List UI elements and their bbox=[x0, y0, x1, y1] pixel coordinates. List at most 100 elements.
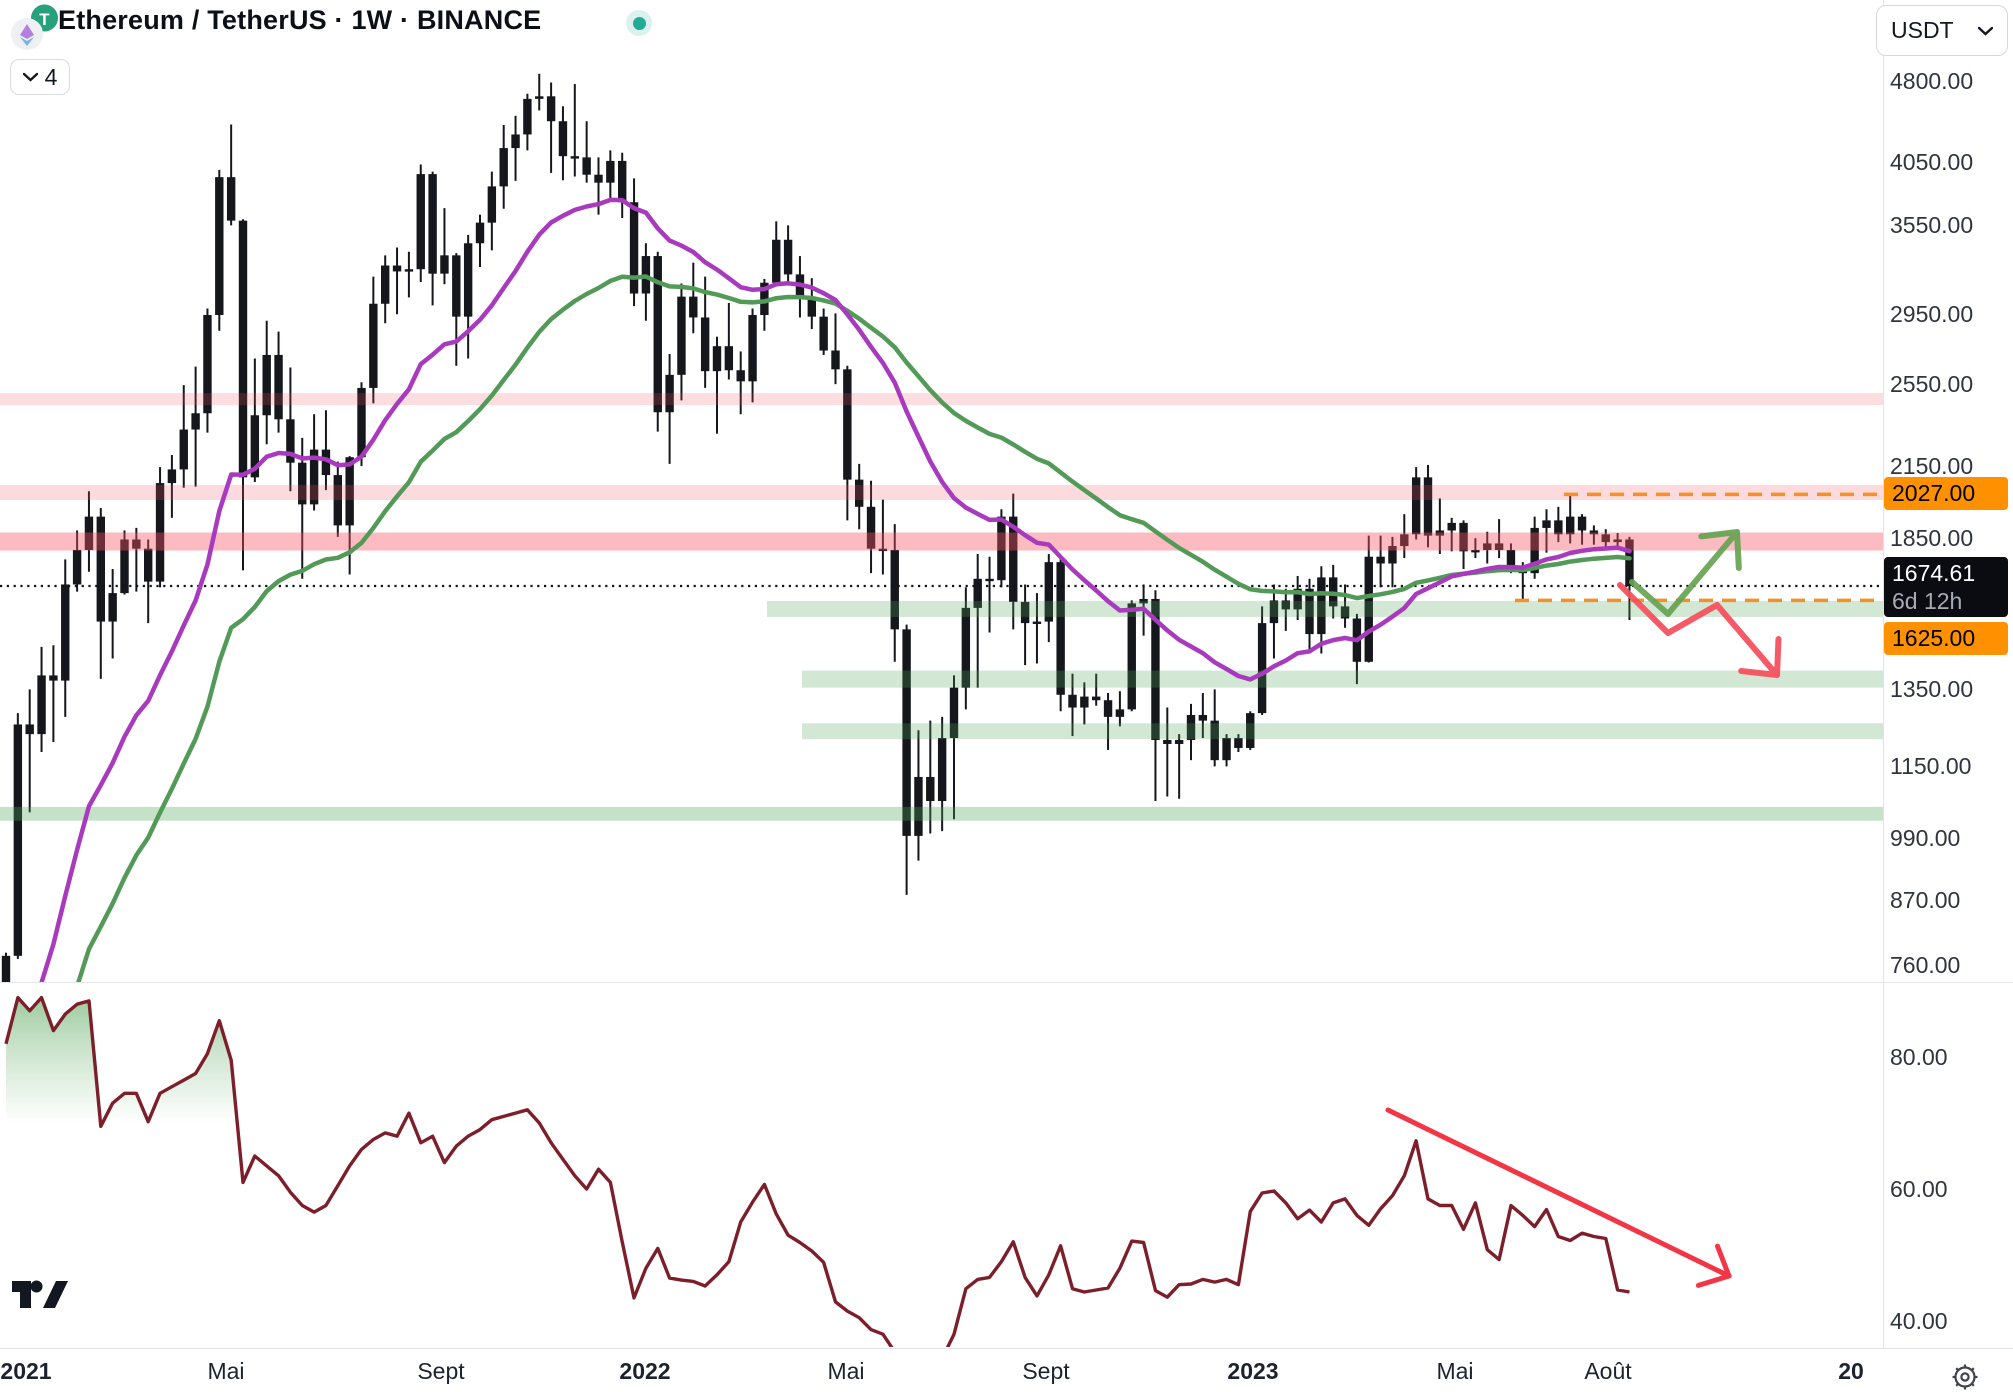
candle-body bbox=[428, 174, 437, 274]
rsi-overbought-fill bbox=[6, 997, 101, 1123]
candle-body bbox=[298, 462, 307, 505]
candle-body bbox=[475, 222, 485, 244]
tradingview-logo[interactable] bbox=[12, 1278, 74, 1318]
candle-body bbox=[1198, 714, 1208, 721]
support-zone[interactable] bbox=[0, 806, 1883, 821]
currency-dropdown[interactable]: USDT bbox=[1876, 5, 2008, 56]
candle-body bbox=[167, 469, 177, 484]
bullish-projection-arrow[interactable] bbox=[1629, 529, 1742, 617]
bearish-projection-arrow[interactable] bbox=[1617, 582, 1782, 678]
price-axis-label: 760.00 bbox=[1890, 952, 1961, 979]
settings-gear-icon[interactable] bbox=[1948, 1360, 1982, 1392]
candle-body bbox=[985, 578, 994, 582]
candle-body bbox=[1364, 556, 1373, 662]
candle-body bbox=[712, 346, 722, 372]
candle-body bbox=[1483, 543, 1492, 551]
candle-body bbox=[535, 96, 544, 99]
candle-body bbox=[84, 516, 94, 551]
time-axis-label: Mai bbox=[1436, 1358, 1474, 1384]
rsi-axis-label: 80.00 bbox=[1890, 1044, 1948, 1070]
rsi-pane[interactable] bbox=[4, 995, 1630, 1373]
symbol-title[interactable]: Ethereum / TetherUS · 1W · BINANCE bbox=[58, 5, 542, 35]
resistance-zone[interactable] bbox=[0, 532, 1883, 551]
currency-label: USDT bbox=[1891, 17, 1954, 43]
price-level-badge-lower[interactable]: 1625.00 bbox=[1884, 622, 2008, 655]
pane-separator[interactable] bbox=[0, 982, 2013, 983]
collapse-count-label: 4 bbox=[44, 63, 58, 90]
candle-body bbox=[1317, 577, 1326, 635]
time-axis-label: 20 bbox=[1838, 1358, 1864, 1384]
candle-body bbox=[748, 315, 757, 382]
price-axis-label: 3550.00 bbox=[1890, 212, 1974, 239]
candle-body bbox=[1068, 694, 1077, 708]
candle-body bbox=[1589, 530, 1599, 535]
ema-fast-line[interactable] bbox=[0, 197, 1632, 1198]
candle-body bbox=[1506, 550, 1516, 568]
svg-text:T: T bbox=[39, 10, 50, 29]
candle-body bbox=[724, 346, 734, 371]
candle-body bbox=[416, 174, 425, 270]
candle-body bbox=[546, 96, 556, 122]
market-status-icon[interactable] bbox=[626, 10, 652, 36]
candle-body bbox=[866, 506, 876, 549]
candle-body bbox=[1577, 516, 1587, 531]
candle-body bbox=[274, 354, 283, 420]
support-zone[interactable] bbox=[802, 723, 1883, 740]
candle-body bbox=[1542, 520, 1551, 528]
candle-body bbox=[1411, 477, 1421, 535]
candle-body bbox=[665, 374, 674, 413]
rsi-overbought-fill bbox=[102, 1020, 238, 1123]
chevron-down-icon bbox=[22, 72, 38, 82]
candle-body bbox=[700, 317, 710, 372]
support-zone[interactable] bbox=[767, 601, 1883, 617]
candle-body bbox=[582, 157, 591, 175]
candle-body bbox=[1044, 562, 1053, 622]
price-axis-label: 870.00 bbox=[1890, 887, 1961, 914]
candle-body bbox=[511, 134, 520, 149]
candle-body bbox=[629, 202, 639, 294]
candle-body bbox=[618, 160, 627, 203]
rsi-downtrend-arrow[interactable] bbox=[1385, 1107, 1732, 1288]
candle-body bbox=[1613, 539, 1622, 543]
candle-body bbox=[1115, 709, 1125, 717]
candle-body bbox=[1601, 534, 1610, 543]
candle-body bbox=[677, 296, 686, 375]
candle-body bbox=[1, 955, 11, 982]
rsi-axis-label: 60.00 bbox=[1890, 1176, 1948, 1202]
price-axis-label: 4800.00 bbox=[1890, 67, 1974, 94]
time-axis-label: 2023 bbox=[1227, 1358, 1279, 1384]
ema-slow-line[interactable] bbox=[0, 274, 1632, 1246]
candle-body bbox=[937, 738, 947, 802]
price-axis-label: 1350.00 bbox=[1890, 676, 1974, 703]
current-price-badge[interactable]: 1674.61 6d 12h bbox=[1884, 557, 2008, 617]
price-axis-label: 1150.00 bbox=[1890, 753, 1972, 780]
candle-body bbox=[523, 98, 532, 135]
candle-body bbox=[1281, 600, 1290, 610]
current-price-value: 1674.61 bbox=[1892, 560, 1976, 586]
candle-body bbox=[926, 776, 935, 802]
candle-body bbox=[606, 160, 615, 183]
candle-body bbox=[120, 539, 129, 594]
price-pane[interactable] bbox=[0, 73, 1883, 1246]
candle-body bbox=[1080, 696, 1089, 708]
candle-body bbox=[250, 415, 260, 478]
indicators-collapse-button[interactable]: 4 bbox=[10, 59, 70, 95]
candle-body bbox=[404, 269, 414, 272]
resistance-zone[interactable] bbox=[0, 484, 1883, 501]
candle-body bbox=[72, 550, 82, 585]
candle-body bbox=[1305, 588, 1314, 635]
time-axis-label: 2022 bbox=[619, 1358, 671, 1384]
axis-vertical-separator bbox=[1883, 0, 1884, 1392]
rsi-overbought-fill bbox=[487, 1109, 540, 1123]
candle-body bbox=[1222, 738, 1231, 761]
candle-body bbox=[1092, 696, 1101, 701]
candlestick-series bbox=[1, 73, 1634, 982]
price-level-badge-upper[interactable]: 2027.00 bbox=[1884, 477, 2008, 510]
rsi-line[interactable] bbox=[4, 995, 1630, 1373]
time-axis[interactable]: 2021 Mai Sept 2022 Mai Sept 2023 Mai Août 20 bbox=[0, 1348, 2013, 1392]
candle-body bbox=[1554, 520, 1563, 535]
support-zone[interactable] bbox=[802, 670, 1883, 688]
bar-countdown: 6d 12h bbox=[1892, 588, 1963, 614]
candle-body bbox=[902, 629, 911, 836]
